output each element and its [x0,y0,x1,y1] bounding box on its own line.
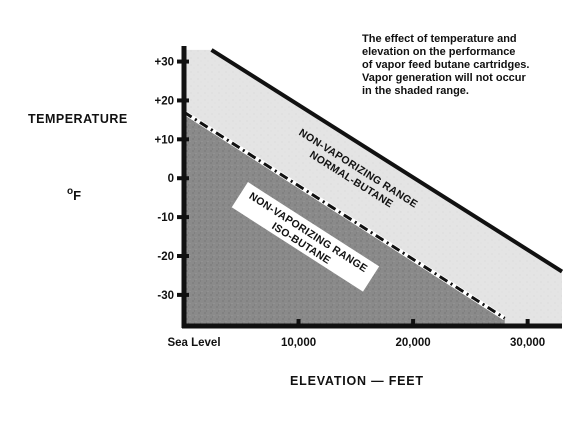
title-line: elevation on the performance [362,46,516,58]
y-tick-mark-inner [184,98,189,103]
y-tick-mark [177,59,184,64]
title-line: in the shaded range. [362,85,469,97]
y-tick-mark-inner [184,292,189,297]
x-tick-mark [296,319,301,326]
iso-butane-boundary-line [183,110,506,320]
y-axis-label: TEMPERATURE [28,112,128,126]
x-tick-label: 30,000 [510,337,545,349]
x-tick-label: Sea Level [167,337,220,349]
y-tick-label: +30 [154,57,174,69]
y-tick-mark-inner [184,59,189,64]
x-axis-label: ELEVATION — FEET [290,374,424,388]
y-tick-label: +10 [154,134,174,146]
y-tick-mark [177,254,184,258]
y-tick-mark-inner [184,137,189,142]
unit-letter: F [73,188,82,203]
normal-butane-boundary-line [210,48,564,274]
y-tick-mark [177,137,184,142]
x-tick-mark [411,319,416,326]
y-tick-mark [177,98,184,103]
y-tick-label: -20 [157,251,174,263]
y-tick-label: -10 [157,212,174,224]
x-tick-label: 20,000 [395,337,430,349]
degree-mark: o [67,186,74,197]
iso-butane-label-background [231,182,380,292]
y-tick-mark [177,176,184,181]
x-tick-mark [182,319,186,326]
y-tick-label: 0 [168,173,174,185]
y-axis-unit: oF [67,186,81,203]
title-line: The effect of temperature and [362,33,517,45]
title-line: of vapor feed butane cartridges. [362,59,530,71]
title-line: Vapor generation will not occur [362,72,526,84]
x-tick-label: 10,000 [281,337,316,349]
y-tick-label: +20 [154,95,174,107]
y-tick-mark-inner [184,254,189,258]
x-tick-mark [525,319,530,326]
y-tick-mark [177,292,184,297]
y-tick-label: -30 [157,290,174,302]
y-tick-mark-inner [184,176,189,181]
chart-title: The effect of temperature and elevation … [362,33,572,98]
y-tick-mark-inner [184,215,189,220]
y-tick-mark [177,215,184,220]
